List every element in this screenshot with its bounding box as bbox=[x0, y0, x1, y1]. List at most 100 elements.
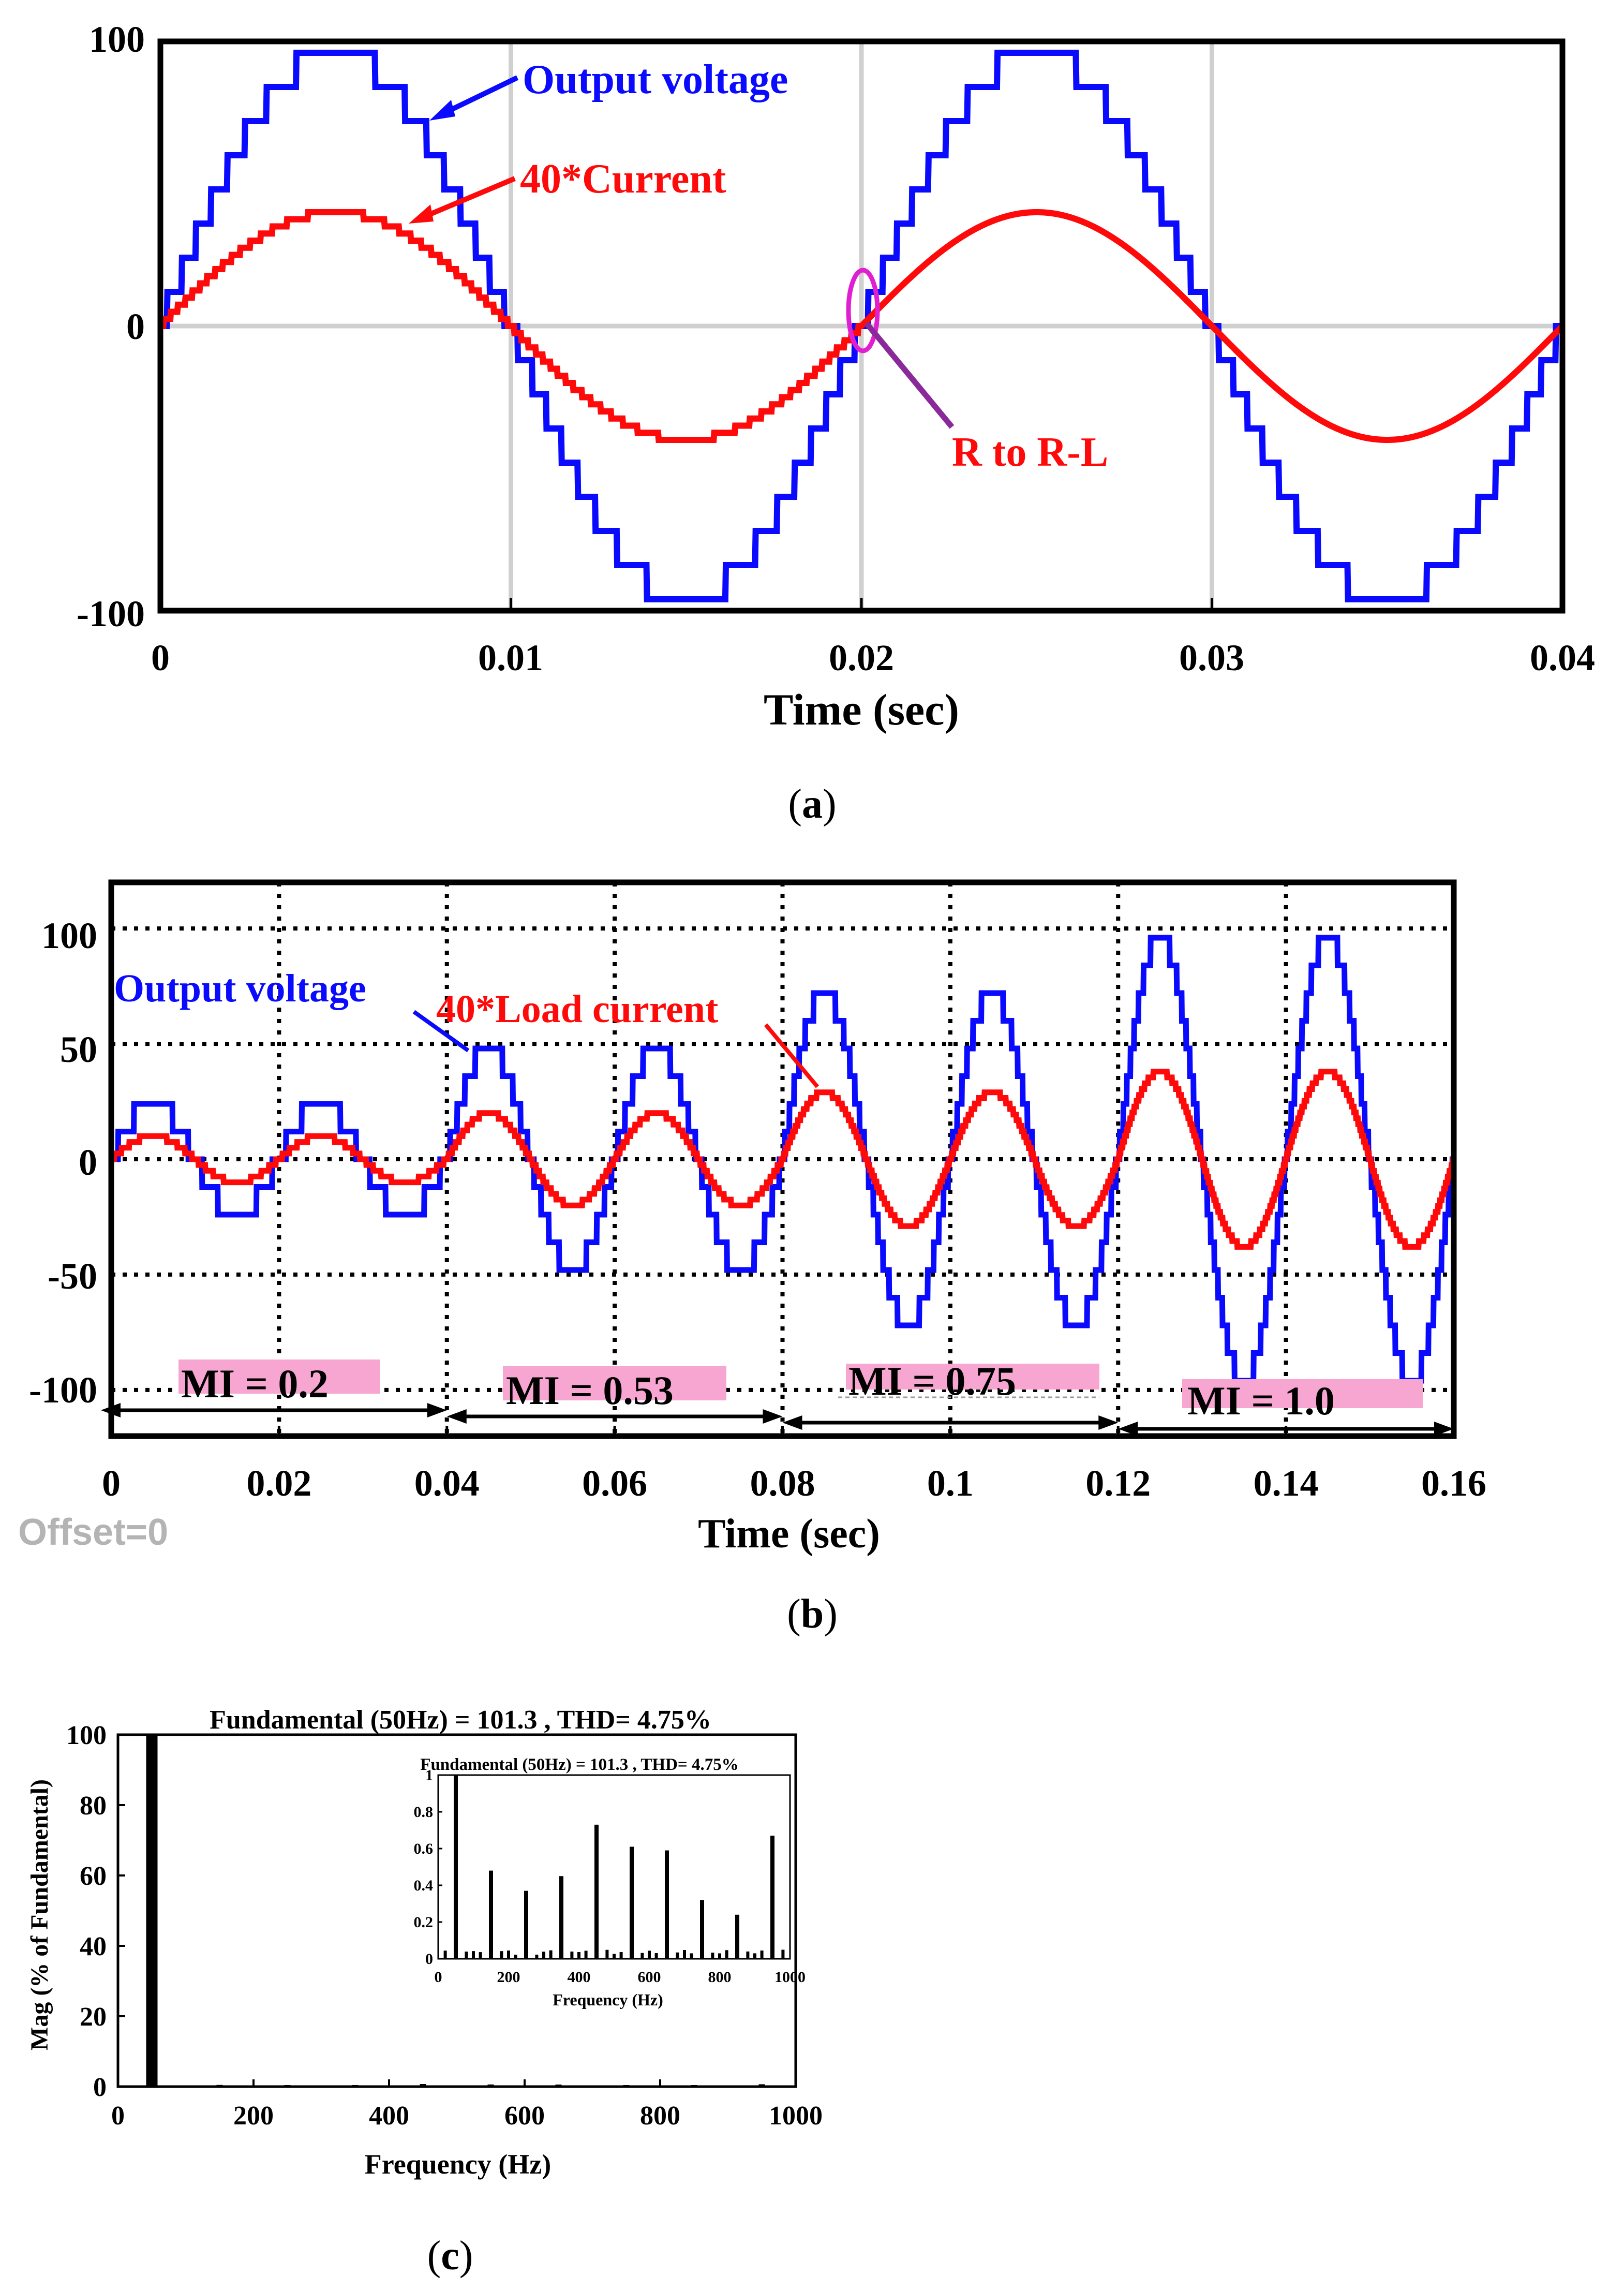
inset-noise-bar-100 bbox=[472, 1951, 475, 1959]
c-xtick-label-0: 0 bbox=[111, 2101, 125, 2131]
inset-noise-bar-180 bbox=[500, 1951, 503, 1959]
b-arrow-current bbox=[764, 1023, 820, 1088]
mi-labels: MI = 0.2 MI = 0.53 MI = 0.75 MI = 1.0 bbox=[178, 1358, 1423, 1423]
inset-noise-bar-20 bbox=[443, 1951, 447, 1959]
inset-noise-bar-780 bbox=[711, 1953, 714, 1959]
a-xtick-0: 0 bbox=[151, 637, 170, 678]
a-annotation-output-voltage: Output voltage bbox=[523, 57, 788, 102]
a-arrowhead-voltage bbox=[429, 100, 455, 121]
b-segment-arrowhead-right-3 bbox=[1434, 1422, 1454, 1436]
inset-noise-bar-320 bbox=[549, 1950, 553, 1959]
c-xtick-label-2: 400 bbox=[369, 2101, 409, 2131]
ticks-a bbox=[159, 598, 1564, 611]
inset-xtick-label-5: 1000 bbox=[774, 1969, 806, 1986]
inset-xtick-labels: 0 200 400 600 800 1000 bbox=[435, 1969, 806, 1986]
a-xtick-001: 0.01 bbox=[478, 637, 543, 678]
caption-b: (b) bbox=[787, 1591, 838, 1637]
mi-label-1: MI = 0.2 bbox=[181, 1361, 329, 1406]
a-xtick-002: 0.02 bbox=[829, 637, 894, 678]
panel-b: MI = 0.2 MI = 0.53 MI = 0.75 MI = 1.0 Ou… bbox=[18, 879, 1486, 1637]
inset-xtick-label-0: 0 bbox=[435, 1969, 442, 1986]
c-ytick-labels: 0 20 40 60 80 100 bbox=[66, 1721, 107, 2102]
a-annotation-current: 40*Current bbox=[520, 156, 726, 202]
inset-xtick-label-3: 600 bbox=[638, 1969, 661, 1986]
b-ytick-neg50: -50 bbox=[48, 1255, 97, 1297]
b-segment-arrowhead-right-1 bbox=[763, 1409, 783, 1424]
b-ytick-100: 100 bbox=[41, 915, 97, 956]
b-xtick-label-7: 0.14 bbox=[1254, 1462, 1319, 1504]
inset-noise-bar-920 bbox=[760, 1951, 764, 1959]
inset-noise-bar-280 bbox=[535, 1954, 539, 1959]
mi-box-3 bbox=[846, 1364, 1099, 1390]
c-bar-850hz bbox=[691, 2085, 697, 2087]
b-arrow-voltage bbox=[412, 1010, 470, 1053]
inset-noise-bar-900 bbox=[753, 1953, 756, 1959]
inset-noise-bar-420 bbox=[584, 1951, 588, 1959]
mi-box-4 bbox=[1182, 1379, 1423, 1408]
a-series-current bbox=[160, 209, 1565, 443]
inset-bar-750hz bbox=[700, 1900, 704, 1959]
inset-noise-bar-980 bbox=[781, 1949, 785, 1959]
b-xtick-label-8: 0.16 bbox=[1421, 1462, 1486, 1504]
c-xtick-labels: 0 200 400 600 800 1000 bbox=[111, 2101, 823, 2131]
c-ytick-label-0: 0 bbox=[93, 2073, 107, 2102]
inset-noise-bar-400 bbox=[577, 1952, 580, 1959]
inset-frame bbox=[437, 1774, 791, 1960]
inset-noise-bar-120 bbox=[479, 1952, 482, 1959]
inset-ytick-label-3: 0.6 bbox=[414, 1840, 434, 1857]
inset-noise-bar-80 bbox=[465, 1952, 468, 1959]
b-segment-arrowhead-left-0 bbox=[101, 1403, 121, 1417]
inset-bar-950hz bbox=[770, 1836, 774, 1959]
ticks-c bbox=[117, 1734, 797, 2088]
c-bar-650hz bbox=[555, 2084, 562, 2087]
mi-box-1 bbox=[178, 1360, 380, 1394]
c-bar-450hz bbox=[420, 2084, 426, 2087]
a-ytick-100: 100 bbox=[89, 19, 145, 60]
c-ytick-label-2: 40 bbox=[80, 1932, 107, 1961]
a-xlabel: Time (sec) bbox=[764, 685, 959, 734]
a-xtick-003: 0.03 bbox=[1179, 637, 1244, 678]
inset-noise-bar-620 bbox=[654, 1953, 658, 1959]
inset-noise-bar-600 bbox=[648, 1951, 651, 1959]
b-xtick-label-4: 0.08 bbox=[750, 1462, 815, 1504]
a-arrow-current bbox=[415, 176, 516, 223]
ticks-b bbox=[110, 1426, 1455, 1436]
c-ytick-label-1: 20 bbox=[80, 2002, 107, 2032]
b-legend-load-current: 40*Load current bbox=[436, 987, 718, 1031]
inset-bar-150hz bbox=[489, 1870, 493, 1959]
inset-bar-450hz bbox=[594, 1824, 599, 1959]
inset-noise-bar-820 bbox=[725, 1950, 728, 1959]
inset-bars bbox=[443, 1775, 785, 1959]
inset-noise-bar-500 bbox=[613, 1954, 616, 1959]
c-xtick-label-1: 200 bbox=[233, 2101, 274, 2131]
inset-ytick-label-1: 0.2 bbox=[414, 1914, 434, 1931]
b-ytick-0: 0 bbox=[79, 1142, 97, 1183]
c-bar-350hz bbox=[352, 2085, 359, 2087]
inset-bar-550hz bbox=[630, 1846, 634, 1959]
inset-noise-bar-200 bbox=[507, 1951, 510, 1959]
inset-noise-bar-700 bbox=[683, 1950, 686, 1959]
series-b bbox=[111, 935, 1456, 1384]
inset-bar-650hz bbox=[665, 1850, 669, 1959]
c-title: Fundamental (50Hz) = 101.3 , THD= 4.75% bbox=[210, 1705, 711, 1735]
inset-xtick-label-4: 800 bbox=[708, 1969, 732, 1986]
b-segment-arrowhead-right-2 bbox=[1098, 1415, 1119, 1430]
c-bar-250hz bbox=[284, 2085, 291, 2087]
c-bar-50hz bbox=[146, 1735, 158, 2087]
c-bar-750hz bbox=[623, 2085, 630, 2087]
inset-xtick-label-1: 200 bbox=[497, 1969, 520, 1986]
inset-ytick-label-5: 1 bbox=[425, 1767, 433, 1784]
b-xtick-label-1: 0.02 bbox=[246, 1462, 311, 1504]
b-xtick-label-2: 0.04 bbox=[414, 1462, 480, 1504]
inset-title: Fundamental (50Hz) = 101.3 , THD= 4.75% bbox=[420, 1755, 738, 1774]
b-xtick-label-5: 0.1 bbox=[927, 1462, 974, 1504]
inset-ytick-label-4: 0.8 bbox=[414, 1804, 434, 1821]
inset-noise-bar-880 bbox=[746, 1951, 750, 1959]
inset-bar-50hz bbox=[454, 1775, 458, 1959]
c-ylabel: Mag (% of Fundamental) bbox=[26, 1779, 53, 2050]
b-xtick-label-3: 0.06 bbox=[582, 1462, 647, 1504]
panel-c: Fundamental (50Hz) = 101.3 , THD= 4.75% … bbox=[26, 1705, 823, 2279]
inset-ytick-label-0: 0 bbox=[425, 1951, 433, 1968]
inset-noise-bar-300 bbox=[542, 1952, 545, 1959]
panel-a: 100 0 -100 0 0.01 0.02 0.03 0.04 Time (s… bbox=[77, 19, 1595, 827]
